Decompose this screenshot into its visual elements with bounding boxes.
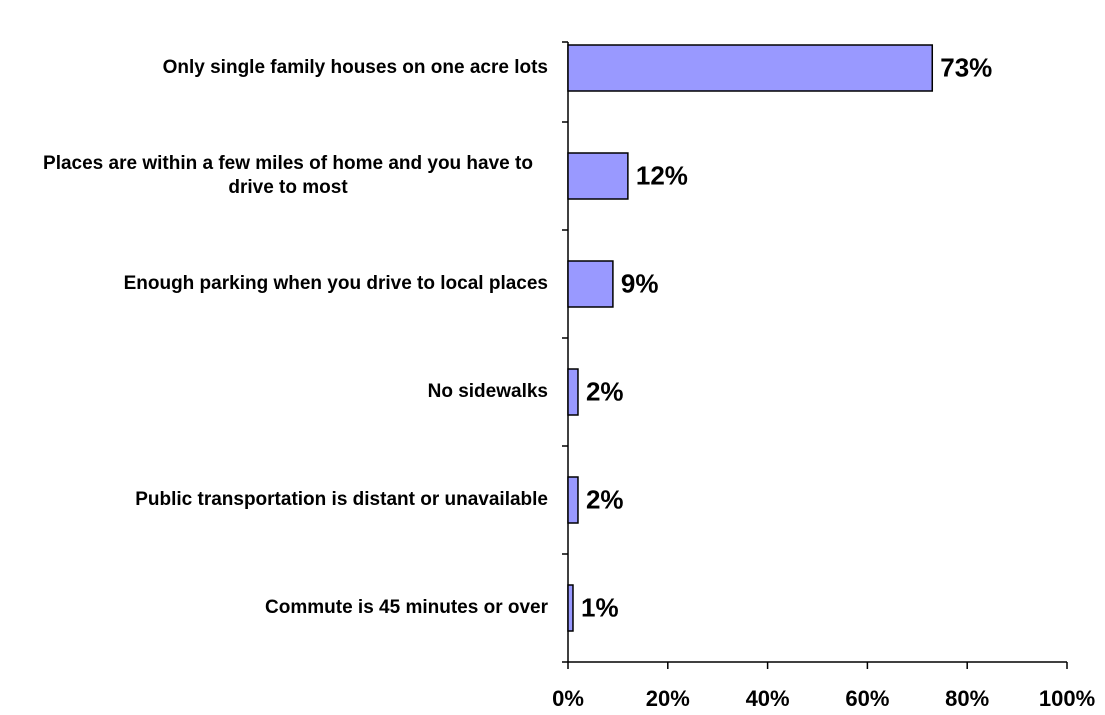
bar bbox=[567, 44, 934, 92]
category-label-text: Commute is 45 minutes or over bbox=[265, 597, 548, 618]
category-label: Enough parking when you drive to local p… bbox=[124, 272, 548, 296]
category-label: Public transportation is distant or unav… bbox=[135, 488, 548, 512]
value-label: 2% bbox=[585, 376, 624, 407]
x-tick-label: 40% bbox=[745, 686, 790, 711]
bar bbox=[567, 260, 614, 308]
value-label: 1% bbox=[580, 592, 619, 623]
category-label: No sidewalks bbox=[428, 380, 548, 404]
value-label: 9% bbox=[620, 268, 659, 299]
value-label: 2% bbox=[585, 484, 624, 515]
x-tick-label: 0% bbox=[552, 686, 584, 711]
bar bbox=[567, 152, 629, 200]
x-tick-label: 20% bbox=[645, 686, 690, 711]
x-tick-label: 60% bbox=[845, 686, 890, 711]
category-label: Commute is 45 minutes or over bbox=[265, 596, 548, 620]
value-label: 73% bbox=[940, 52, 993, 83]
category-label: Only single family houses on one acre lo… bbox=[163, 56, 548, 80]
category-label-text: Public transportation is distant or unav… bbox=[135, 489, 548, 510]
category-label: Places are within a few miles of home an… bbox=[28, 152, 548, 200]
bar bbox=[567, 584, 574, 632]
category-label-text: Places are within a few miles of home an… bbox=[43, 153, 533, 198]
category-label-text: Only single family houses on one acre lo… bbox=[162, 57, 548, 78]
bar bbox=[567, 476, 579, 524]
category-label-text: No sidewalks bbox=[427, 381, 548, 402]
x-tick-label: 80% bbox=[945, 686, 990, 711]
value-label: 12% bbox=[635, 160, 688, 191]
category-label-text: Enough parking when you drive to local p… bbox=[123, 273, 548, 294]
bar bbox=[567, 368, 579, 416]
x-tick-label: 100% bbox=[1038, 686, 1096, 711]
